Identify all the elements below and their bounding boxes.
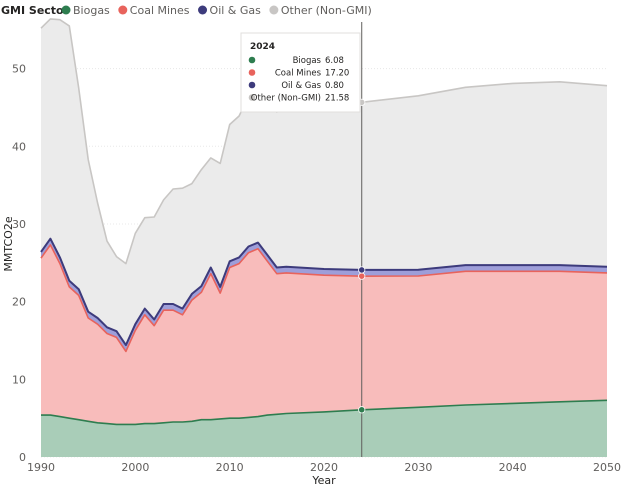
tooltip-label-coal-mines: Coal Mines <box>275 69 322 79</box>
hover-marker <box>358 22 366 457</box>
area-other-non-gmi <box>41 18 607 346</box>
y-axis-ticks: 0 10 20 30 40 50 <box>12 63 26 464</box>
legend-label-oil-gas: Oil & Gas <box>210 4 262 17</box>
line-coal-mines <box>40 244 608 353</box>
hover-point-coal-mines <box>358 272 366 280</box>
plot-areas <box>41 18 607 457</box>
y-axis-label: MMTCO2e <box>2 216 15 271</box>
x-tick-2020: 2020 <box>310 461 338 474</box>
tooltip-label-other-non-gmi: Other (Non-GMI) <box>251 94 321 104</box>
legend-marker-other-non-gmi <box>269 5 279 15</box>
legend-label-other-non-gmi: Other (Non-GMI) <box>281 4 372 17</box>
y-tick-0: 0 <box>19 451 26 464</box>
x-tick-2050: 2050 <box>593 461 621 474</box>
legend-label-coal-mines: Coal Mines <box>130 4 190 17</box>
tooltip-marker-coal-mines <box>248 69 256 76</box>
tooltip-value-other-non-gmi: 21.58 <box>325 94 349 104</box>
tooltip-marker-other-non-gmi <box>248 94 256 101</box>
tooltip-value-oil-gas: 0.80 <box>325 81 344 91</box>
tooltip-box <box>240 32 361 113</box>
y-tick-30: 30 <box>12 218 26 231</box>
x-tick-1990: 1990 <box>27 461 55 474</box>
x-tick-2030: 2030 <box>404 461 432 474</box>
hover-point-biogas <box>358 406 366 414</box>
area-coal-mines <box>41 244 607 425</box>
x-tick-2040: 2040 <box>499 461 527 474</box>
line-biogas <box>41 399 608 426</box>
y-tick-20: 20 <box>12 296 26 309</box>
legend-label-biogas: Biogas <box>73 4 110 17</box>
x-tick-2000: 2000 <box>121 461 149 474</box>
legend: GMI Sector Biogas Coal Mines Oil & Gas Othe… <box>1 4 372 17</box>
y-tick-40: 40 <box>12 140 26 153</box>
x-tick-2010: 2010 <box>216 461 244 474</box>
tooltip-label-biogas: Biogas <box>293 56 322 66</box>
x-axis-label: Year <box>311 474 336 487</box>
tooltip-year: 2024 <box>250 42 275 52</box>
y-tick-50: 50 <box>12 63 26 76</box>
area-oil-gas <box>41 238 607 352</box>
tooltip-marker-oil-gas <box>248 81 256 89</box>
tooltip-value-biogas: 6.08 <box>325 56 344 66</box>
x-axis-ticks: 1990 2000 2010 2020 2030 2040 2050 <box>27 461 621 474</box>
legend-title: GMI Sector <box>1 4 70 17</box>
legend-marker-biogas <box>61 5 71 15</box>
tooltip-label-oil-gas: Oil & Gas <box>281 81 321 91</box>
area-biogas <box>41 400 607 457</box>
tooltip-value-coal-mines: 17.20 <box>325 69 349 79</box>
tooltip-marker-biogas <box>248 56 256 64</box>
hover-point-oil-gas <box>358 266 366 274</box>
legend-marker-coal-mines <box>118 5 128 15</box>
legend-marker-oil-gas <box>198 5 208 15</box>
y-tick-10: 10 <box>12 373 26 386</box>
line-oil-gas <box>40 237 608 347</box>
